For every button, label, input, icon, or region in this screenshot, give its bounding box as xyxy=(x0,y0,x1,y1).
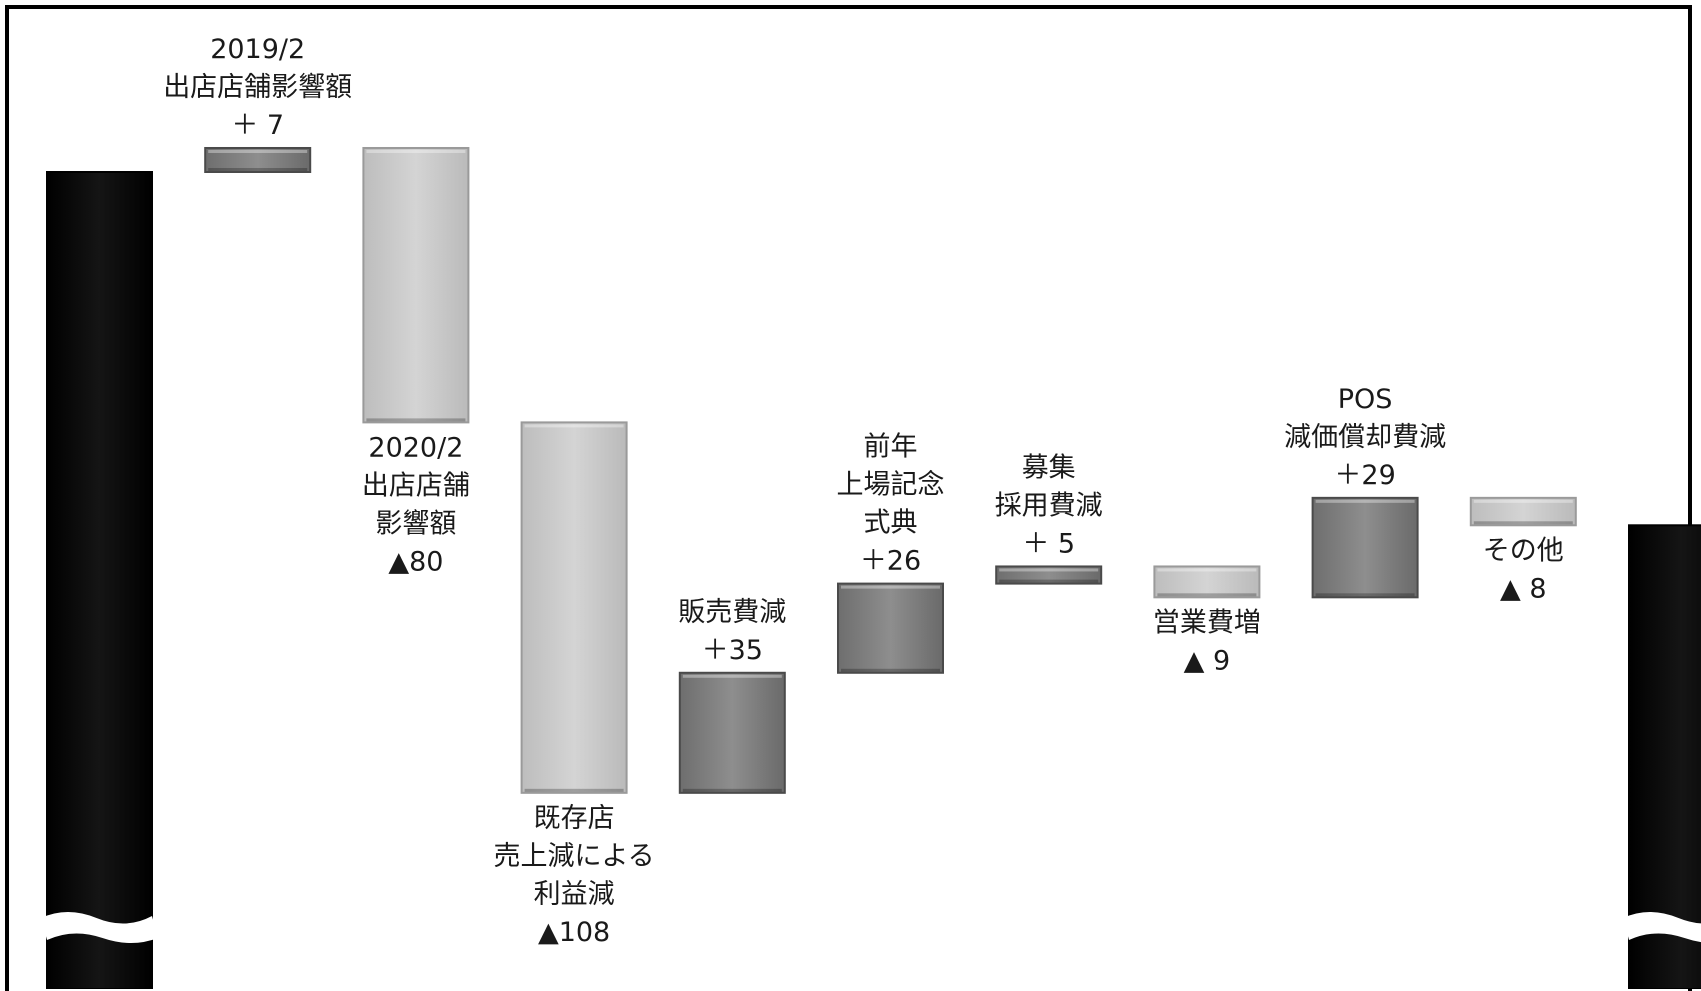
bar-increase xyxy=(837,582,944,674)
bar-increase xyxy=(204,146,312,174)
bar-rect xyxy=(204,146,312,174)
bar-increase xyxy=(678,671,786,794)
bar-shade xyxy=(1315,593,1415,597)
bar-label: 前年上場記念式典 ＋26 xyxy=(837,432,945,577)
bar-label-line: 採用費減 xyxy=(995,490,1103,521)
bar-bevel xyxy=(682,674,782,678)
bar-label: 販売費減 ＋35 xyxy=(678,597,786,666)
bar-rect xyxy=(362,146,470,424)
bar-label-line: 式典 xyxy=(864,508,918,539)
bar-label: 営業費増 ▲ 9 xyxy=(1153,607,1261,676)
bar-rect xyxy=(1628,524,1701,989)
bar-total xyxy=(41,171,158,989)
bar-bevel xyxy=(841,585,940,589)
bar-rect xyxy=(1153,565,1261,599)
bar-bevel xyxy=(1157,568,1257,572)
bar-bevel xyxy=(999,568,1099,572)
bar-label-line: ▲108 xyxy=(538,917,610,948)
bar-label: 既存店売上減による利益減 ▲108 xyxy=(493,803,654,948)
bar-rect xyxy=(837,582,944,674)
bar-rect xyxy=(995,565,1103,585)
bar-label: 募集採用費減 ＋ 5 xyxy=(995,452,1103,559)
bar-label: その他 ▲ 8 xyxy=(1483,535,1564,604)
bar-rect xyxy=(1311,496,1419,599)
bar-increase xyxy=(995,565,1103,585)
bar-label: 2020/2 出店店舗影響額 ▲80 xyxy=(362,432,470,577)
bar-decrease xyxy=(520,421,628,794)
bar-label-line: 販売費減 xyxy=(678,597,786,628)
axis-break xyxy=(1623,912,1701,943)
bar-shade xyxy=(841,668,940,672)
bars-layer xyxy=(41,146,1701,989)
bar-rect xyxy=(678,671,786,794)
bar-shade xyxy=(366,418,466,422)
bar-label-line: 利益減 xyxy=(534,879,615,910)
bar-label-line: 営業費増 xyxy=(1153,607,1261,638)
bar-increase xyxy=(1311,496,1419,599)
bar-decrease xyxy=(362,146,470,424)
bar-label-line: 出店店舗影響額 xyxy=(163,72,352,103)
bar-rect xyxy=(46,171,153,989)
bar-label: 2019/2 出店店舗影響額 ＋ 7 xyxy=(163,34,352,141)
axis-break xyxy=(41,912,158,943)
bar-label-line: POS xyxy=(1338,384,1393,415)
bar-label-line: ＋29 xyxy=(1334,460,1395,491)
bar-total xyxy=(1623,524,1701,989)
bar-bevel xyxy=(366,149,466,153)
bar-label: POS 減価償却費減 ＋29 xyxy=(1284,384,1446,491)
bar-bevel xyxy=(524,424,624,428)
bar-label-line: その他 xyxy=(1483,535,1564,566)
bar-bevel xyxy=(1473,499,1573,503)
bar-shade xyxy=(208,168,308,171)
bar-rect xyxy=(1469,496,1577,527)
bar-label-line: 上場記念 xyxy=(837,470,945,501)
bar-label-line: ＋ 5 xyxy=(1022,528,1075,559)
bar-shade xyxy=(999,579,1099,583)
bar-shade xyxy=(1157,593,1257,597)
bar-shade xyxy=(524,788,624,792)
bar-bevel xyxy=(208,149,308,153)
bar-decrease xyxy=(1469,496,1577,527)
bar-bevel xyxy=(1315,499,1415,503)
bar-label-line: 2020/2 xyxy=(368,432,463,463)
bar-rect xyxy=(520,421,628,794)
bar-label-line: ▲80 xyxy=(388,546,443,577)
bar-label-line: ＋35 xyxy=(702,635,763,666)
bar-label-line: 売上減による xyxy=(493,841,654,872)
bar-label-line: ＋26 xyxy=(860,546,921,577)
bar-label-line: ▲ 8 xyxy=(1500,573,1547,604)
bar-label-line: 影響額 xyxy=(375,508,456,539)
bar-label-line: 出店店舗 xyxy=(362,470,470,501)
bar-label-line: ＋ 7 xyxy=(231,110,284,141)
bar-label-line: ▲ 9 xyxy=(1184,645,1231,676)
bar-shade xyxy=(1473,521,1573,525)
bar-label-line: 2019/2 xyxy=(210,34,305,65)
bar-label-line: 募集 xyxy=(1022,452,1076,483)
bar-label-line: 減価償却費減 xyxy=(1284,422,1446,453)
bar-label-line: 前年 xyxy=(864,432,918,463)
bar-label-line: 既存店 xyxy=(534,803,615,834)
bar-decrease xyxy=(1153,565,1261,599)
bar-shade xyxy=(682,788,782,792)
